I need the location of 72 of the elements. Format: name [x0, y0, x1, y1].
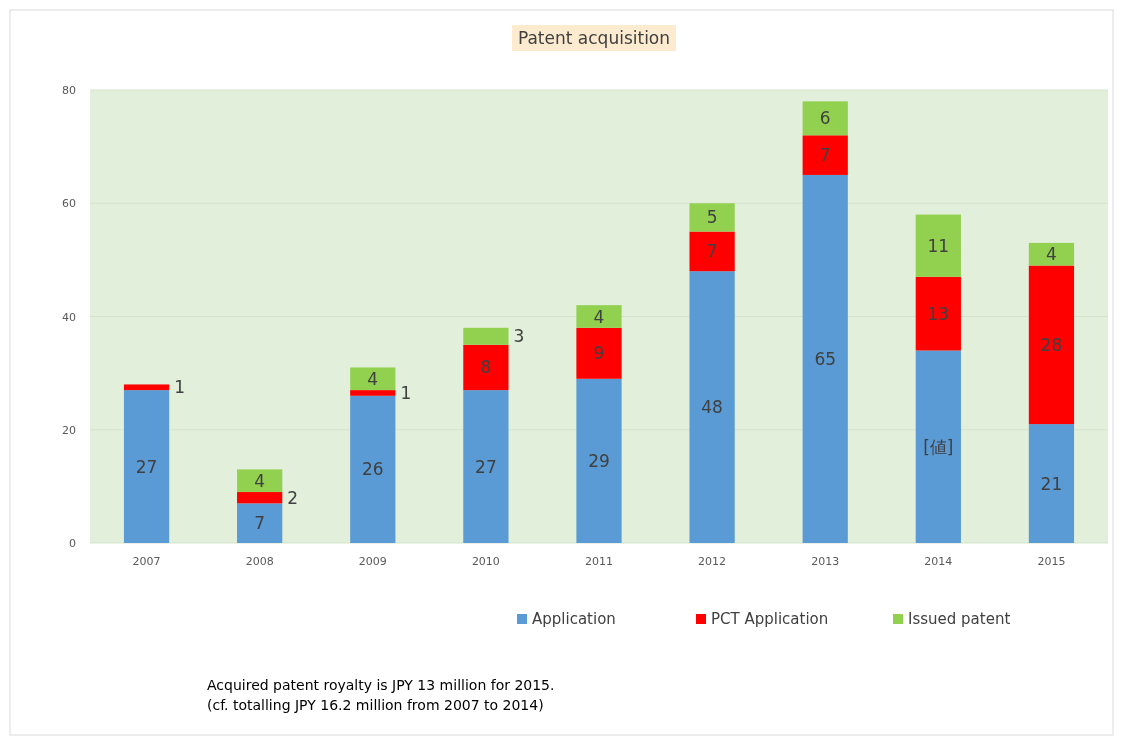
x-tick-label: 2012	[698, 555, 727, 568]
bar	[350, 390, 396, 396]
data-label: 27	[135, 456, 158, 477]
data-label: 11	[927, 235, 950, 256]
bar	[689, 231, 735, 272]
bar	[802, 174, 848, 543]
data-label: 6	[819, 108, 831, 129]
bar	[237, 503, 283, 543]
bar	[1028, 265, 1075, 425]
bar	[915, 214, 961, 277]
data-label: 29	[588, 450, 610, 471]
text: Acquired patent royalty is JPY 13 million for 2015.	[207, 677, 555, 693]
bar	[350, 395, 396, 543]
bar	[915, 350, 961, 543]
data-label: 8	[480, 357, 492, 378]
y-tick-label: 40	[62, 310, 76, 324]
data-label: 5	[706, 207, 718, 228]
data-label: [値]	[923, 436, 954, 457]
bar	[350, 367, 396, 391]
bar	[802, 135, 848, 175]
y-tick-label: 60	[62, 197, 76, 211]
x-tick-label: 2014	[924, 555, 953, 568]
y-tick-label: 0	[69, 537, 76, 550]
data-label: 65	[814, 348, 837, 369]
bar	[463, 390, 509, 543]
data-label: 4	[254, 470, 266, 491]
x-tick-label: 2010	[471, 555, 500, 568]
data-label: 26	[361, 459, 384, 480]
data-label: 7	[254, 513, 266, 534]
text: (cf. totalling JPY 16.2 million from 2007 to 2014)	[207, 697, 544, 713]
bar	[576, 378, 622, 543]
y-tick-label: 20	[62, 423, 76, 437]
bar	[689, 203, 735, 232]
bar	[576, 305, 622, 328]
data-label: 27	[475, 456, 497, 477]
legend-label: Application	[532, 610, 616, 628]
data-label: 4	[367, 368, 379, 389]
bar	[1028, 424, 1075, 543]
bar	[576, 327, 622, 379]
x-tick-label: 2011	[585, 555, 613, 568]
bar	[802, 101, 848, 136]
data-label: 13	[927, 303, 950, 324]
x-tick-label: 2015	[1037, 555, 1066, 568]
x-tick-label: 2009	[358, 555, 387, 568]
bar	[463, 344, 509, 391]
data-label: 1	[174, 377, 186, 398]
bar	[689, 271, 735, 543]
data-label: 4	[593, 306, 605, 327]
legend-label: PCT Application	[711, 610, 829, 628]
data-label: 7	[819, 145, 831, 166]
data-label: 2	[287, 487, 299, 508]
bar	[915, 276, 961, 351]
data-label: 1	[400, 382, 412, 403]
bar	[123, 384, 170, 391]
bar	[237, 469, 283, 493]
x-tick-label: 2013	[811, 555, 840, 568]
data-label: 21	[1040, 473, 1063, 494]
bar	[123, 390, 170, 543]
bar	[463, 327, 509, 345]
data-label: 48	[701, 397, 723, 418]
bar	[237, 492, 283, 504]
data-label: 9	[593, 343, 605, 364]
chart-title: Patent acquisition	[517, 28, 671, 48]
legend-label: Issued patent	[908, 610, 1011, 628]
data-label: 7	[706, 241, 718, 262]
data-label: 4	[1046, 244, 1057, 265]
x-tick-label: 2007	[132, 555, 161, 568]
x-tick-label: 2008	[245, 555, 274, 568]
bar	[1028, 242, 1075, 266]
data-label: 28	[1040, 334, 1063, 355]
y-tick-label: 80	[62, 84, 76, 97]
data-label: 3	[513, 326, 525, 347]
